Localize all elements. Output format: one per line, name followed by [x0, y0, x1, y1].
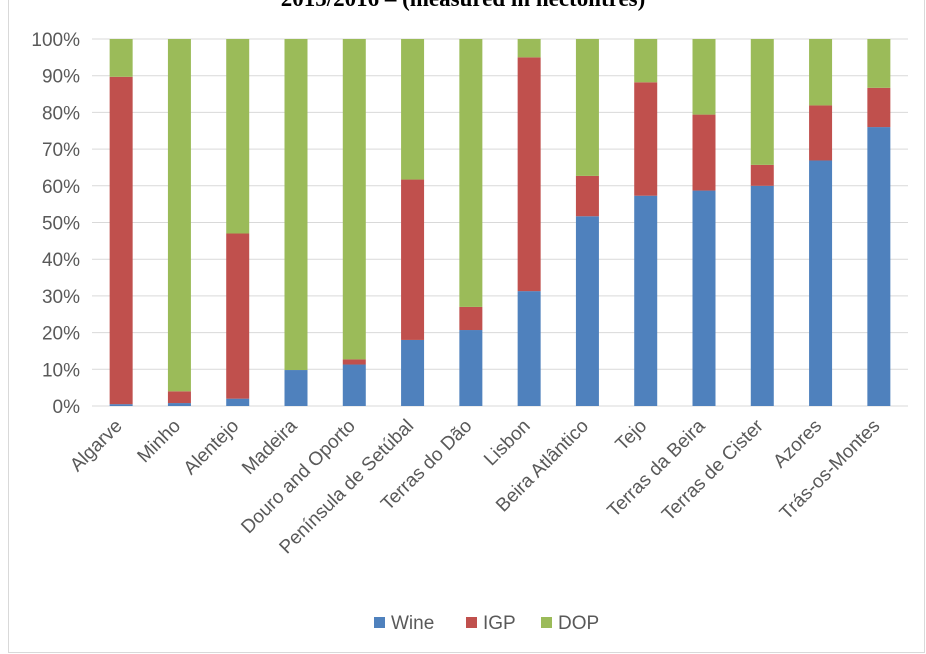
bar-segment-wine [401, 339, 425, 406]
x-tick-label: Azores [769, 416, 826, 473]
y-tick-label: 30% [42, 287, 80, 308]
y-tick-label: 50% [42, 214, 80, 235]
y-tick-label: 60% [42, 177, 80, 198]
bar-segment-igp [517, 57, 541, 292]
x-tick-label: Algarve [66, 416, 126, 476]
y-tick-label: 70% [42, 140, 80, 161]
bar-segment-wine [575, 216, 599, 406]
bar-segment-wine [867, 127, 891, 406]
bar-segment-igp [109, 76, 133, 405]
bar-segment-dop [692, 39, 716, 115]
bar-segment-igp [809, 105, 833, 161]
bar-segment-wine [750, 185, 774, 406]
bar-segment-wine [167, 403, 191, 406]
bar-segment-igp [692, 114, 716, 191]
x-tick-label: Minho [134, 416, 185, 467]
bar-segment-dop [575, 39, 599, 176]
bar-segment-dop [867, 39, 891, 88]
chart-title: 2015/2016 – (measured in hectolitres) [0, 0, 926, 12]
bar-segment-igp [867, 87, 891, 128]
chart-frame [8, 0, 925, 653]
y-axis-ticks: 0% 10% 20% 30% 40% 50% 60% 70% 80% 90% 100% [31, 30, 80, 418]
bar-segment-dop [342, 39, 366, 360]
y-tick-label: 20% [42, 324, 80, 345]
y-tick-label: 10% [42, 360, 80, 381]
y-tick-label: 40% [42, 250, 80, 271]
y-tick-label: 0% [53, 397, 81, 418]
legend: Wine IGP DOP [374, 613, 599, 634]
bar-segment-wine [634, 195, 658, 406]
bar-segment-dop [517, 39, 541, 58]
legend-swatch-wine [374, 617, 385, 628]
bar-segment-igp [342, 359, 366, 365]
bar-segment-igp [401, 179, 425, 340]
y-tick-label: 80% [42, 103, 80, 124]
bar-segment-igp [750, 164, 774, 186]
legend-swatch-dop [541, 617, 552, 628]
legend-label: DOP [558, 613, 599, 634]
legend-label: IGP [483, 613, 516, 634]
gridlines [92, 38, 908, 407]
x-tick-label: Trás-os-Montes [776, 416, 884, 524]
bar-segment-dop [809, 39, 833, 106]
bar-segment-igp [167, 391, 191, 404]
x-tick-label: Terras de Cister [658, 415, 768, 525]
bar-segment-dop [459, 39, 483, 307]
bar-segment-dop [284, 39, 308, 371]
bar-segment-igp [459, 306, 483, 331]
y-tick-label: 90% [42, 67, 80, 88]
bar-segment-wine [692, 190, 716, 406]
bar-segment-dop [634, 39, 658, 83]
x-tick-label: Lisbon [480, 416, 534, 470]
legend-swatch-igp [466, 617, 477, 628]
bar-segment-igp [226, 233, 250, 399]
bar-segment-wine [459, 330, 483, 406]
bar-segment-wine [284, 370, 308, 406]
legend-label: Wine [391, 613, 434, 634]
bar-segment-wine [109, 404, 133, 406]
bar-segment-wine [226, 398, 250, 406]
bar-segment-dop [226, 39, 250, 234]
bar-segment-dop [401, 39, 425, 180]
bar-segment-wine [517, 291, 541, 406]
bar-segment-wine [809, 160, 833, 406]
x-tick-label: Tejo [612, 416, 651, 455]
y-tick-label: 100% [31, 30, 80, 51]
bar-segment-igp [575, 175, 599, 217]
bar-segment-dop [109, 39, 133, 77]
bar-segment-wine [342, 364, 366, 406]
bar-segment-dop [167, 39, 191, 392]
bars [109, 39, 891, 406]
bar-segment-dop [750, 39, 774, 165]
bar-segment-igp [634, 82, 658, 196]
x-tick-label: Alentejo [180, 416, 243, 479]
